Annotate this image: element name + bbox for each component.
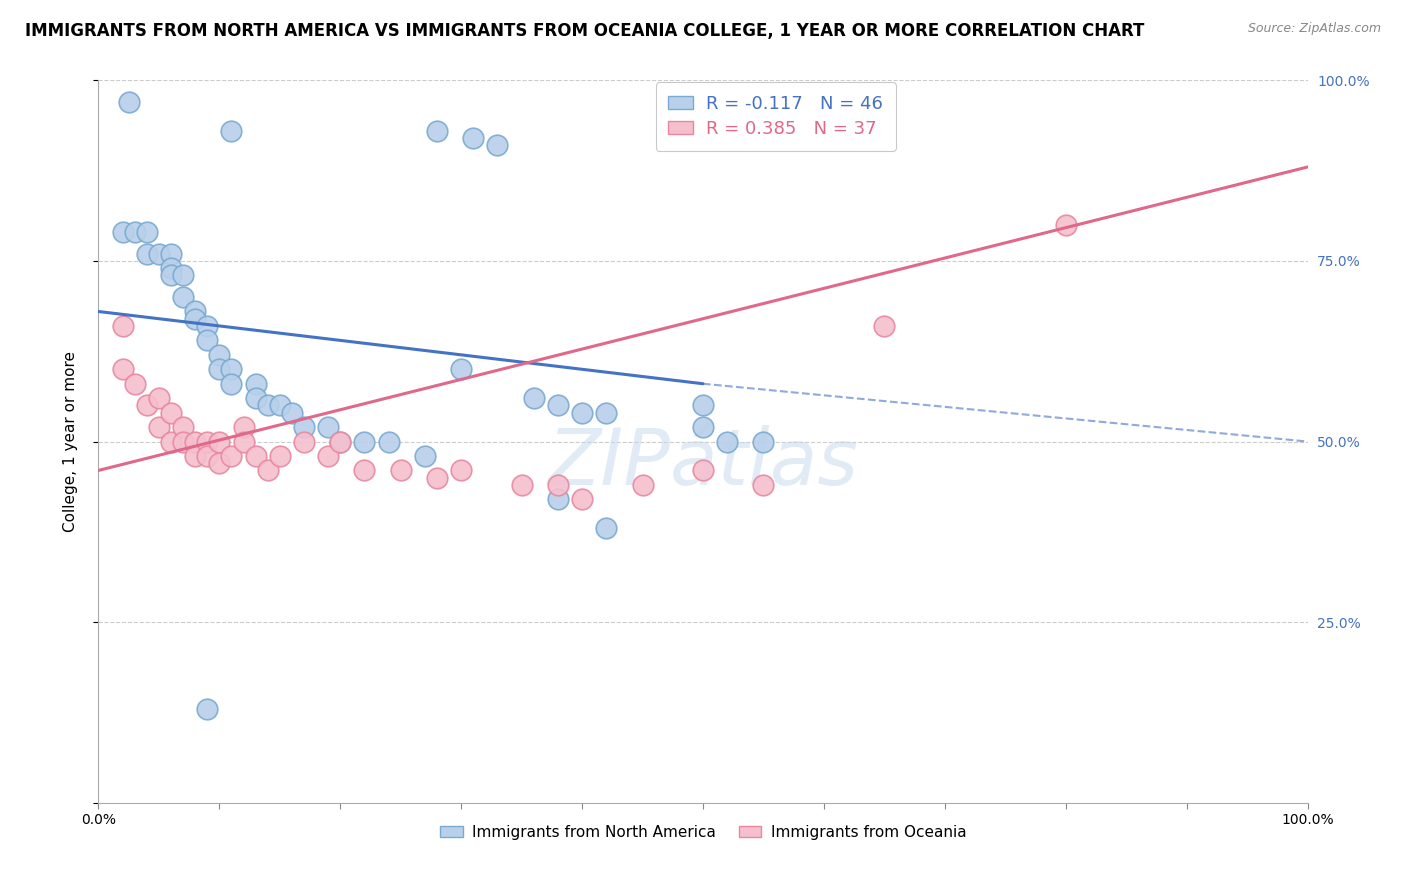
Point [195,318,218,333]
Point [245,376,267,391]
Point [463,131,485,145]
Legend: Immigrants from North America, Immigrants from Oceania: Immigrants from North America, Immigrant… [433,819,973,846]
Point [450,362,472,376]
Point [692,463,714,477]
Point [245,449,267,463]
Point [353,434,375,449]
Point [111,225,134,239]
Point [389,463,412,477]
Point [221,376,243,391]
Point [195,449,218,463]
Text: Source: ZipAtlas.com: Source: ZipAtlas.com [1247,22,1381,36]
Point [208,348,231,362]
Point [353,463,375,477]
Point [148,420,170,434]
Point [195,702,218,716]
Point [135,398,157,412]
Point [172,420,194,434]
Point [135,246,157,260]
Point [111,318,134,333]
Point [208,456,231,470]
Point [1054,218,1077,232]
Point [329,434,352,449]
Point [256,463,278,477]
Point [316,420,339,434]
Point [523,391,546,405]
Point [752,478,775,492]
Point [232,434,254,449]
Point [547,478,569,492]
Point [316,449,339,463]
Point [172,268,194,283]
Point [135,225,157,239]
Point [595,521,617,535]
Point [124,376,146,391]
Point [510,478,533,492]
Point [692,420,714,434]
Point [692,398,714,412]
Point [571,492,593,507]
Point [631,478,654,492]
Point [195,334,218,348]
Point [329,434,352,449]
Point [184,434,207,449]
Point [184,304,207,318]
Point [292,420,315,434]
Point [595,406,617,420]
Point [124,225,146,239]
Point [148,391,170,405]
Point [245,391,267,405]
Point [752,434,775,449]
Point [148,246,170,260]
Point [450,463,472,477]
Point [195,434,218,449]
Point [426,124,449,138]
Point [232,420,254,434]
Point [269,449,291,463]
Point [873,318,896,333]
Text: ZIPátlas: ZIPátlas [547,425,859,501]
Point [547,492,569,507]
Point [172,290,194,304]
Point [292,434,315,449]
Point [160,261,183,276]
Point [221,124,243,138]
Text: IMMIGRANTS FROM NORTH AMERICA VS IMMIGRANTS FROM OCEANIA COLLEGE, 1 YEAR OR MORE: IMMIGRANTS FROM NORTH AMERICA VS IMMIGRA… [25,22,1144,40]
Point [160,268,183,283]
Point [160,434,183,449]
Point [184,311,207,326]
Point [160,246,183,260]
Point [716,434,738,449]
Point [281,406,304,420]
Point [571,406,593,420]
Point [208,434,231,449]
Point [413,449,436,463]
Y-axis label: College, 1 year or more: College, 1 year or more [63,351,77,532]
Point [221,449,243,463]
Point [111,362,134,376]
Point [172,434,194,449]
Point [221,362,243,376]
Point [208,362,231,376]
Point [377,434,399,449]
Point [269,398,291,412]
Point [118,95,141,109]
Point [184,449,207,463]
Point [426,470,449,484]
Point [160,406,183,420]
Point [486,138,509,153]
Point [547,398,569,412]
Point [256,398,278,412]
